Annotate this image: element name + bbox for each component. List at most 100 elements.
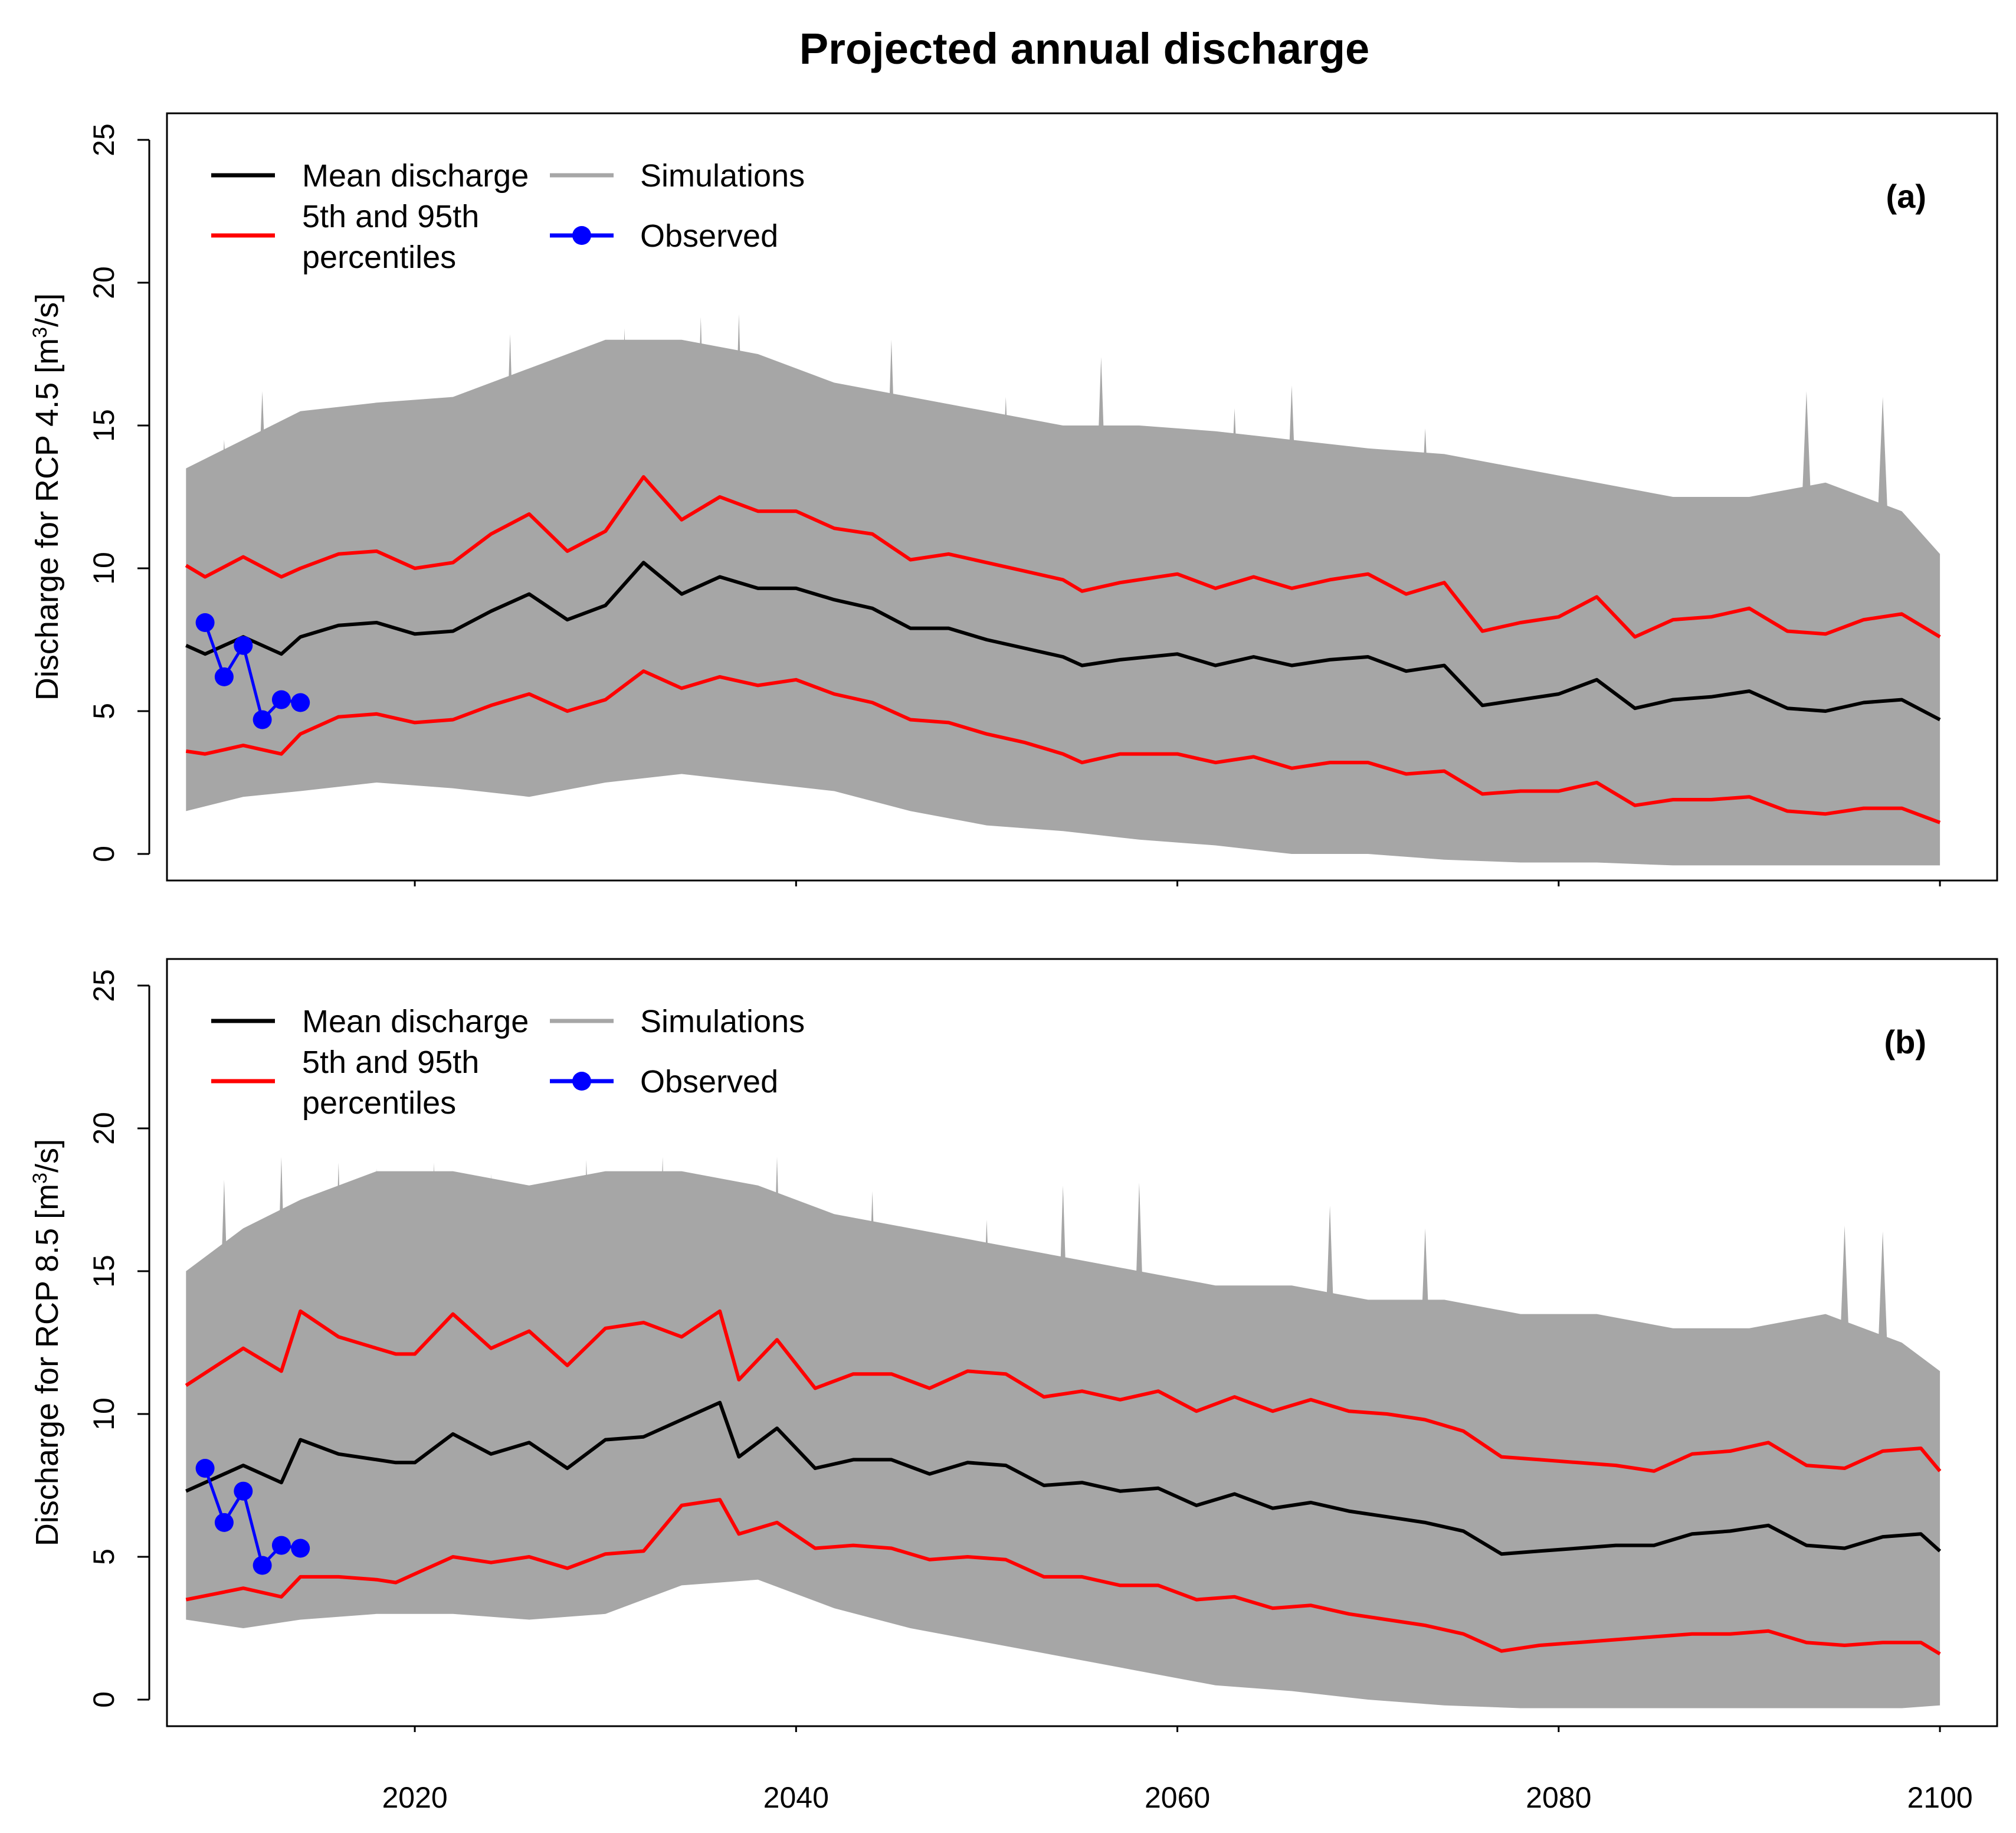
y-axis: 0 5 10 15 20 25 (87, 969, 150, 1708)
legend-percentiles-label-2: percentiles (302, 1085, 456, 1121)
simulation-peak (769, 368, 785, 597)
simulation-peak (1226, 408, 1243, 597)
simulation-peak (692, 317, 709, 597)
simulation-peak (215, 1180, 232, 1443)
y-tick-label: 5 (87, 703, 120, 719)
simulation-peak (1054, 1185, 1071, 1443)
observed-point (195, 613, 215, 632)
simulation-peak (1874, 397, 1892, 597)
simulation-peak (578, 1160, 595, 1443)
observed-points (195, 1459, 310, 1575)
x-tick-label: 2040 (763, 1781, 829, 1814)
plot-frame (166, 112, 1998, 882)
y-tick-label: 5 (87, 1549, 120, 1565)
simulation-peak (1322, 1205, 1339, 1443)
simulation-peak (425, 1163, 442, 1443)
x-tick-label: 2080 (1526, 1781, 1591, 1814)
simulation-peak (864, 1191, 881, 1443)
legend-observed-label: Observed (640, 218, 778, 254)
percentile-95-line (185, 475, 1941, 639)
simulation-peak (1283, 385, 1300, 597)
simulation-peak (425, 425, 442, 597)
mean-discharge-line (185, 1400, 1942, 1556)
simulation-peak (997, 397, 1014, 597)
x-tick-label: 2100 (1907, 1781, 1972, 1814)
observed-point (271, 1536, 291, 1555)
simulation-peaks (215, 314, 1892, 597)
observed-point (234, 1481, 253, 1501)
y-tick-label: 15 (87, 409, 120, 442)
simulation-peak (368, 1168, 385, 1443)
simulation-peak (311, 414, 328, 597)
percentile-5-line (185, 669, 1941, 824)
y-axis-label-text: Discharge for RCP 4.5 [m (29, 338, 65, 701)
x-axis (414, 881, 1941, 886)
simulation-peak (730, 314, 748, 597)
plot-frame (166, 958, 1998, 1727)
observed-points (195, 613, 310, 729)
x-tick-label: 2060 (1145, 1781, 1210, 1814)
legend-percentiles-label-2: percentiles (302, 240, 456, 275)
y-axis-label-unit: /s] (29, 1139, 65, 1173)
panel-label: (a) (1886, 178, 1926, 215)
y-axis-label: Discharge for RCP 4.5 [m3/s] (29, 293, 65, 701)
legend-simulations-label: Simulations (640, 1004, 805, 1039)
y-tick-label: 25 (87, 123, 120, 156)
observed-point (214, 1513, 234, 1532)
observed-point (195, 1459, 215, 1478)
observed-point (291, 693, 310, 712)
simulation-peak (1874, 1231, 1892, 1443)
simulations-layer (186, 314, 1940, 866)
simulation-peak (330, 1163, 347, 1443)
legend-percentiles-label-1: 5th and 95th (302, 1045, 479, 1080)
mean-discharge-line (185, 561, 1941, 722)
legend-observed-label: Observed (640, 1064, 778, 1099)
simulation-peak (1836, 1225, 1853, 1443)
simulation-peak (654, 1157, 671, 1443)
legend: Mean discharge 5th and 95th percentiles … (211, 158, 805, 275)
simulation-peak (1130, 1183, 1148, 1443)
simulation-peak (978, 1219, 995, 1443)
observed-point (214, 667, 234, 686)
y-axis-label: Discharge for RCP 8.5 [m3/s] (29, 1139, 65, 1546)
simulation-peak (1417, 1228, 1434, 1443)
panel-b: 0 5 10 15 20 25 2020 2040 2060 2080 2100 Discharg… (29, 958, 1998, 1814)
simulation-peak (578, 354, 595, 597)
legend-observed-marker (572, 226, 591, 245)
percentile-95-line (185, 1309, 1942, 1473)
observed-point (271, 690, 291, 709)
y-axis-label-superscript: 3 (29, 1173, 51, 1184)
simulation-peak (273, 1157, 290, 1443)
simulation-peak (501, 334, 519, 597)
y-axis: 0 5 10 15 20 25 (87, 123, 150, 862)
observed-point (234, 636, 253, 655)
legend: Mean discharge 5th and 95th percentiles … (211, 1004, 805, 1121)
legend-percentiles-label-1: 5th and 95th (302, 199, 479, 234)
y-tick-label: 10 (87, 552, 120, 585)
observed-point (291, 1539, 310, 1558)
legend-observed-marker (572, 1072, 591, 1091)
legend-mean-label: Mean discharge (302, 158, 529, 194)
simulation-peaks (215, 1157, 1892, 1443)
y-tick-label: 20 (87, 1112, 120, 1145)
y-axis-label-superscript: 3 (29, 327, 51, 338)
panel-label: (b) (1884, 1023, 1926, 1060)
simulations-band (186, 339, 1940, 866)
percentile-5-line (185, 1498, 1941, 1656)
y-tick-label: 20 (87, 266, 120, 299)
simulation-peak (215, 440, 232, 597)
x-axis: 2020 2040 2060 2080 2100 (382, 1726, 1973, 1814)
chart-title: Projected annual discharge (799, 24, 1369, 73)
y-tick-label: 15 (87, 1255, 120, 1288)
simulation-peak (1798, 391, 1815, 597)
simulation-peak (483, 1174, 500, 1443)
y-tick-label: 0 (87, 1691, 120, 1708)
simulation-peak (769, 1157, 785, 1443)
observed-point (253, 710, 272, 729)
legend-simulations-label: Simulations (640, 158, 805, 194)
x-tick-label: 2020 (382, 1781, 447, 1814)
y-tick-label: 10 (87, 1397, 120, 1431)
simulation-peak (883, 339, 900, 597)
